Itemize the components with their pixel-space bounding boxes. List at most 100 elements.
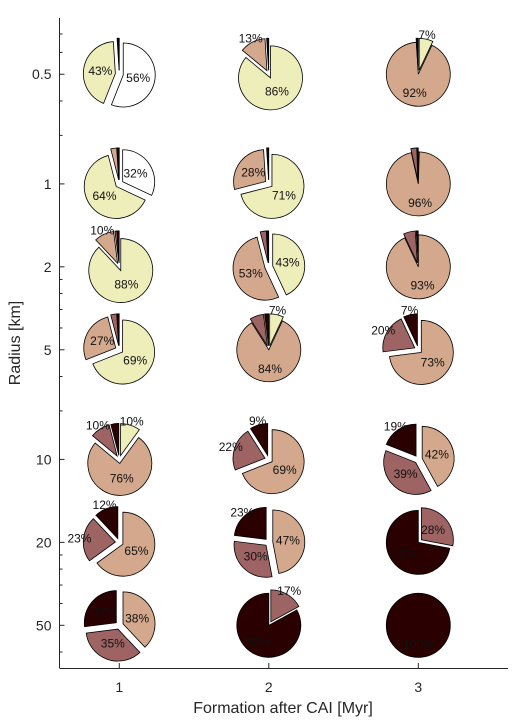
pie-slice xyxy=(110,423,120,456)
y-tick-label: 0.5 xyxy=(32,66,52,82)
pie-slice xyxy=(82,518,116,562)
slice-label: 7% xyxy=(269,304,287,318)
pie: 28% 72% xyxy=(385,507,454,575)
pie: 38%35% 27% xyxy=(83,590,156,662)
pie-slice xyxy=(241,38,268,72)
x-tick-label: 3 xyxy=(414,679,422,695)
slice-label: 10% xyxy=(86,419,110,433)
pie: 86% 13% xyxy=(238,32,303,111)
pie: 69% 27% xyxy=(83,313,156,385)
slice-label: 42% xyxy=(425,448,449,462)
slice-label: 20% xyxy=(371,324,395,338)
slice-label: 76% xyxy=(110,471,134,485)
pie: 93% xyxy=(385,230,451,300)
slice-label: 10% xyxy=(120,414,144,428)
pie-slice xyxy=(385,592,451,658)
y-tick-label: 10 xyxy=(36,451,52,467)
slice-label: 28% xyxy=(421,523,445,537)
slice-label: 47% xyxy=(276,534,300,548)
slice-label: 13% xyxy=(239,32,263,46)
slice-label: 23% xyxy=(67,532,91,546)
x-tick-label: 1 xyxy=(115,679,123,695)
pie: 32% 64% xyxy=(83,147,156,219)
pie-slice xyxy=(82,41,116,104)
axes xyxy=(59,18,508,669)
pie-slice xyxy=(110,313,120,346)
slice-label: 56% xyxy=(126,71,150,85)
pie-slice xyxy=(83,590,117,628)
slice-label: 65% xyxy=(124,544,148,558)
slice-label: 100% xyxy=(403,638,434,652)
pie-slice xyxy=(91,424,118,458)
pie-slice xyxy=(85,628,141,662)
slice-label: 7% xyxy=(418,28,436,42)
slice-label: 19% xyxy=(384,419,408,433)
pie: 100% xyxy=(385,592,451,658)
y-ticks: 0.5 1 2 5 10 20 50 xyxy=(32,33,65,653)
pie-slice xyxy=(92,319,156,385)
pie: 10% 76% 10% xyxy=(86,414,153,496)
pie: 96% xyxy=(385,147,451,217)
pie: 73% 20% 7% xyxy=(371,304,454,385)
pie: 47% 30% 23% xyxy=(230,505,306,578)
slice-label: 23% xyxy=(230,505,254,519)
pie-slice xyxy=(403,313,418,347)
pie-slice xyxy=(122,149,156,196)
y-axis-title: Radius [km] xyxy=(7,301,24,385)
pie-slice xyxy=(118,37,120,71)
pie-slice xyxy=(269,313,284,347)
slice-label: 35% xyxy=(101,636,125,650)
slice-label: 73% xyxy=(421,355,445,369)
slice-label: 28% xyxy=(241,166,265,180)
x-tick-label: 2 xyxy=(265,679,273,695)
slice-label: 27% xyxy=(93,606,117,620)
pie-slice xyxy=(266,230,270,263)
slice-label: 22% xyxy=(219,440,243,454)
slice-label: 43% xyxy=(276,256,300,270)
slice-label: 92% xyxy=(403,86,427,100)
pie: 65% 23% 12% xyxy=(67,498,156,577)
pie-slice xyxy=(233,506,267,540)
pie-slice xyxy=(415,230,419,263)
pie-slice xyxy=(232,236,280,301)
slice-label: 10% xyxy=(90,224,114,238)
pie-slice xyxy=(122,591,156,648)
pie-slice xyxy=(385,423,417,457)
pie-slice xyxy=(95,231,119,265)
slice-label: 17% xyxy=(277,584,301,598)
pie: 42% 39% 19% xyxy=(383,419,455,495)
pie: 17% 83% xyxy=(236,584,302,658)
slice-label: 83% xyxy=(247,635,271,649)
pie-slice xyxy=(95,506,119,540)
pie-slice xyxy=(267,37,270,71)
pie-slice xyxy=(272,233,306,296)
pie-slice xyxy=(236,592,302,658)
slice-label: 69% xyxy=(123,354,147,368)
slice-label: 39% xyxy=(394,467,418,481)
pie-slice xyxy=(236,320,302,383)
slice-label: 27% xyxy=(90,334,114,348)
pie-slice xyxy=(249,423,269,457)
pie: 7% 84% xyxy=(236,304,302,383)
pie-slice xyxy=(110,147,120,181)
pie-slice xyxy=(389,320,454,385)
slice-label: 84% xyxy=(258,362,282,376)
pie-slice xyxy=(88,238,154,303)
slice-label: 38% xyxy=(125,611,149,625)
pie-slice xyxy=(270,589,300,623)
pie-slice xyxy=(267,147,270,180)
pie-slice xyxy=(420,507,454,547)
pie: 69% 22% 9% xyxy=(219,414,305,495)
slice-label: 53% xyxy=(239,266,263,280)
pie-slice xyxy=(249,313,268,347)
pie: 7% 92% xyxy=(385,28,451,107)
slice-label: 64% xyxy=(92,189,116,203)
slice-label: 93% xyxy=(410,279,434,293)
pie-slice xyxy=(385,234,451,300)
slice-label: 86% xyxy=(265,85,289,99)
pie-slice xyxy=(83,316,117,361)
pie-slice xyxy=(117,147,120,180)
pie: 71% 28% xyxy=(233,147,305,219)
pie-slice xyxy=(418,37,434,71)
pie-slice xyxy=(120,423,140,457)
